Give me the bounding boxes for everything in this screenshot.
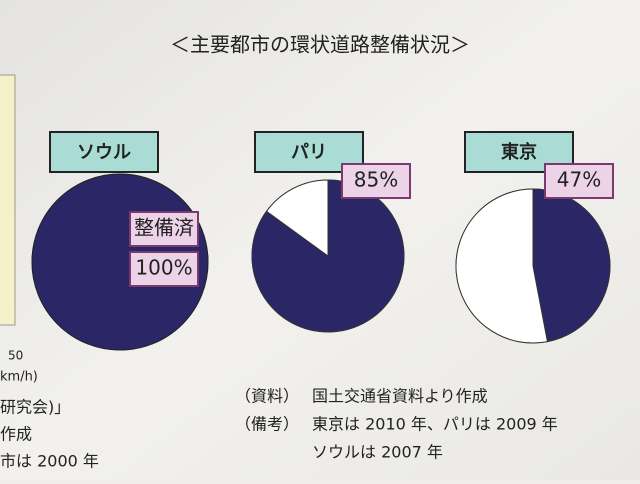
chart-title: パリ <box>291 142 327 163</box>
note: 東京は 2010 年、パリは 2009 年 <box>312 415 558 434</box>
pie-slice <box>265 179 329 257</box>
data-label: 47% <box>557 168 601 192</box>
fragment: 市は 2000 年 <box>0 452 99 471</box>
label-box <box>49 131 159 173</box>
data-label: 100% <box>135 256 192 280</box>
fragment: 研究会)」 <box>0 398 70 417</box>
fragment: 50 <box>8 349 23 363</box>
page-title: ＜主要都市の環状道路整備状況＞ <box>170 33 470 57</box>
pie-slice <box>455 188 549 344</box>
note: 国土交通省資料より作成 <box>312 387 488 406</box>
data-label: 整備済 <box>134 216 194 240</box>
label-box <box>129 211 199 247</box>
note: ソウルは 2007 年 <box>312 443 443 462</box>
label-box <box>341 163 411 199</box>
side-panel <box>0 74 16 326</box>
label-box <box>544 163 614 199</box>
label-box <box>129 251 199 287</box>
note-label: （備考） <box>235 415 299 434</box>
chart-title: ソウル <box>77 142 131 163</box>
chart-title: 東京 <box>501 141 537 163</box>
note-label: （資料） <box>235 387 299 406</box>
data-label: 85% <box>354 168 398 192</box>
fragment: 作成 <box>0 425 32 444</box>
fragment: km/h) <box>0 370 38 385</box>
